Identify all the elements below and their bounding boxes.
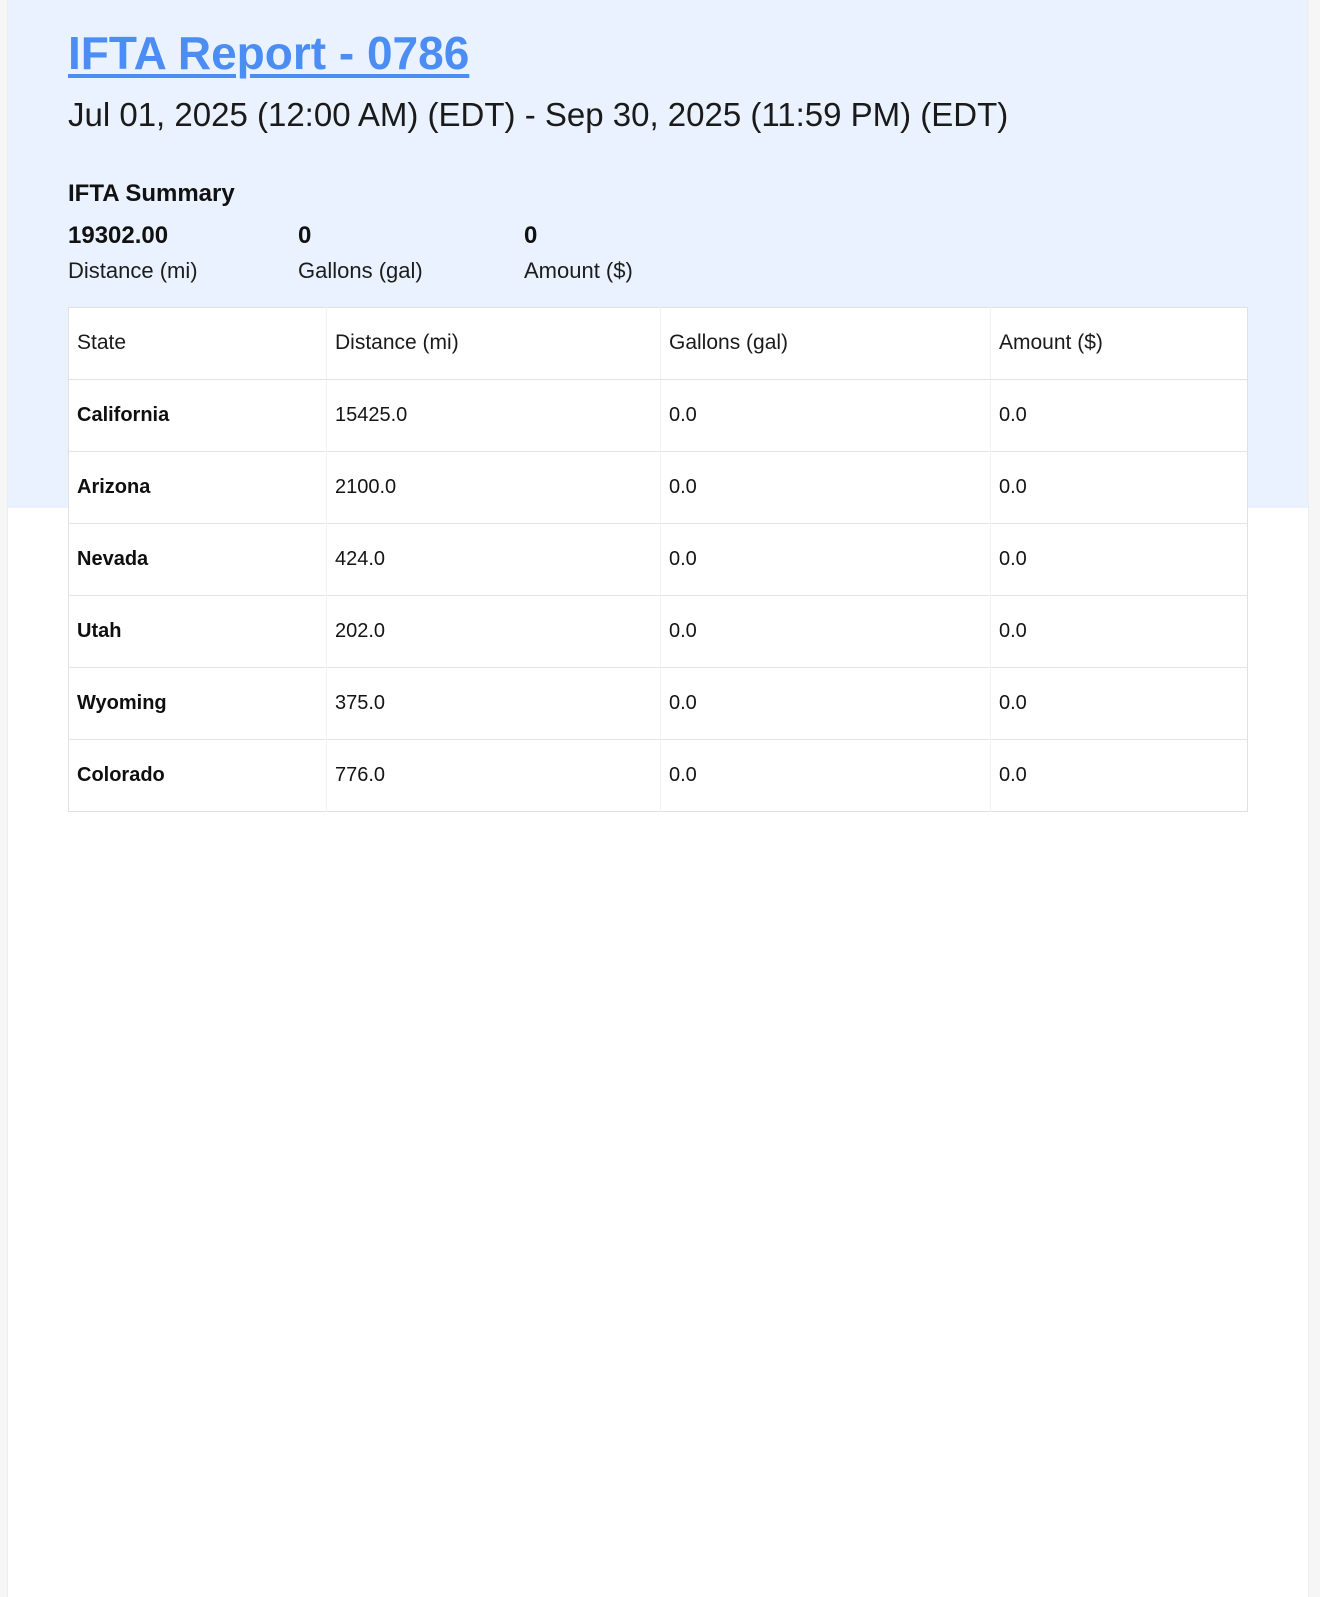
right-scrollbar-track[interactable] [1308,0,1320,1597]
amount-cell: 0.0 [990,594,1248,668]
report-date-range: Jul 01, 2025 (12:00 AM) (EDT) - Sep 30, … [68,96,1009,134]
table-row: Colorado 776.0 0.0 0.0 [68,738,1248,812]
table-row: Utah 202.0 0.0 0.0 [68,594,1248,668]
distance-cell: 202.0 [326,594,661,668]
amount-cell: 0.0 [990,450,1248,524]
left-page-edge [0,0,8,1597]
amount-cell: 0.0 [990,738,1248,812]
gallons-cell: 0.0 [660,450,991,524]
gallons-cell: 0.0 [660,738,991,812]
summary-distance-value: 19302.00 [68,222,169,250]
distance-cell: 2100.0 [326,450,661,524]
state-cell: Wyoming [68,666,327,740]
state-cell: California [77,403,170,426]
report-title-link[interactable]: IFTA Report - 0786 [68,27,470,79]
summary-gallons-label: Gallons (gal) [298,258,423,284]
gallons-cell: 0.0 [660,522,991,596]
summary-gallons-value: 0 [298,222,312,250]
distance-cell: 424.0 [326,522,661,596]
gallons-cell: 0.0 [660,666,991,740]
header-state: State [68,307,327,380]
table-row: Wyoming 375.0 0.0 0.0 [68,666,1248,740]
distance-cell: 375.0 [326,666,661,740]
report-page: IFTA Report - 0786 Jul 01, 2025 (12:00 A… [8,0,1308,1597]
amount-cell: 0.0 [990,522,1248,596]
summary-amount-value: 0 [524,222,538,250]
header-amount: Amount ($) [990,307,1248,380]
summary-values-row: 19302.00 0 0 [68,222,1308,251]
header-distance: Distance (mi) [326,307,661,380]
table-header: State Distance (mi) Gallons (gal) Amount… [68,307,1248,380]
distance-cell: 776.0 [326,738,661,812]
amount-cell: 0.0 [990,666,1248,740]
table-body: California 15425.0 0.0 0.0 Arizona 2100.… [68,379,1248,812]
table-row: Arizona 2100.0 0.0 0.0 [68,450,1248,524]
summary-amount-label: Amount ($) [524,258,633,284]
summary-distance-label: Distance (mi) [68,258,198,284]
report-body: IFTA Report - 0786 Jul 01, 2025 (12:00 A… [8,0,1308,812]
table-header-row: State Distance (mi) Gallons (gal) Amount… [68,307,1248,380]
state-cell: Arizona [68,450,327,524]
state-cell: Colorado [68,738,327,812]
amount-cell: 0.0 [990,379,1248,452]
distance-cell: 15425.0 [326,379,661,452]
gallons-cell: 0.0 [660,594,991,668]
header-gallons: Gallons (gal) [660,307,991,380]
summary-heading: IFTA Summary [68,179,235,207]
state-cell: Utah [68,594,327,668]
summary-labels-row: Distance (mi) Gallons (gal) Amount ($) [68,257,1308,285]
gallons-cell: 0.0 [660,379,991,452]
table-row: Nevada 424.0 0.0 0.0 [68,522,1248,596]
ifta-state-table: State Distance (mi) Gallons (gal) Amount… [68,306,1248,812]
table-row: California 15425.0 0.0 0.0 [69,379,1248,452]
state-cell: Nevada [68,522,327,596]
